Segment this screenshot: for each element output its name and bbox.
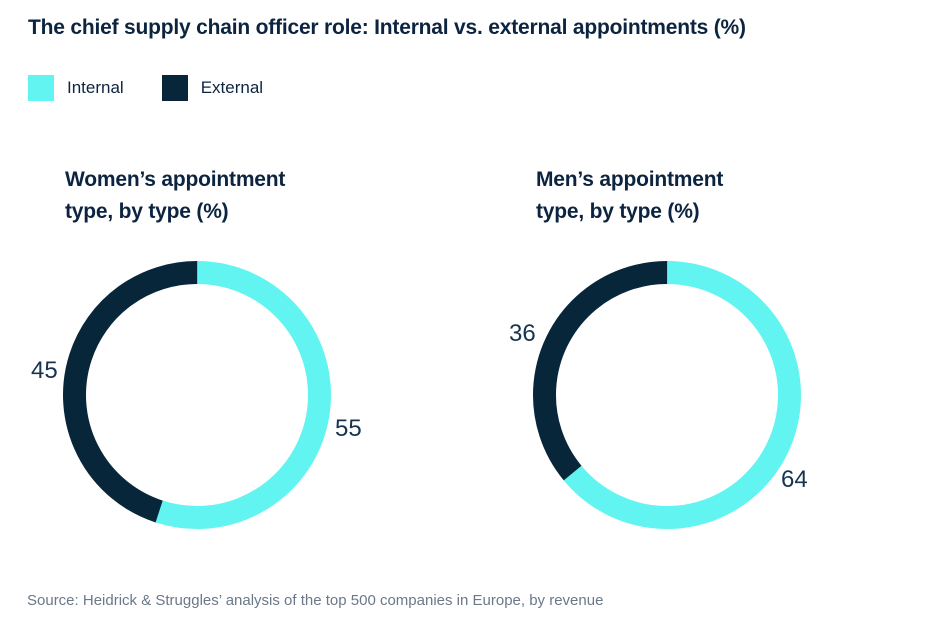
donut-segment-external (63, 261, 331, 529)
legend-item-external: External (161, 75, 264, 101)
chart-title-men: Men’s appointment type, by type (%) (536, 164, 723, 228)
legend-item-internal: Internal (28, 75, 124, 101)
page-title: The chief supply chain officer role: Int… (28, 16, 746, 39)
legend-label-internal: Internal (67, 78, 124, 97)
chart-title-women-line1: Women’s appointment (65, 168, 286, 191)
value-label-men-external: 36 (509, 320, 536, 347)
chart-title-men-line2: type, by type (%) (536, 200, 700, 223)
source-attribution: Source: Heidrick & Struggles’ analysis o… (27, 592, 604, 609)
donut-segment-external (533, 261, 801, 529)
legend-swatch-external (161, 75, 188, 101)
value-label-women-external: 45 (31, 357, 58, 384)
chart-title-women: Women’s appointment type, by type (%) (65, 164, 285, 228)
legend-label-external: External (200, 78, 264, 97)
legend-swatch-internal (28, 75, 54, 101)
chart-title-men-line1: Men’s appointment (536, 168, 724, 191)
legend: Internal External (28, 75, 263, 101)
donut-chart-women (63, 261, 331, 529)
chart-title-women-line2: type, by type (%) (65, 200, 229, 223)
donut-chart-men (533, 261, 801, 529)
value-label-men-internal: 64 (781, 466, 808, 493)
value-label-women-internal: 55 (335, 415, 362, 442)
